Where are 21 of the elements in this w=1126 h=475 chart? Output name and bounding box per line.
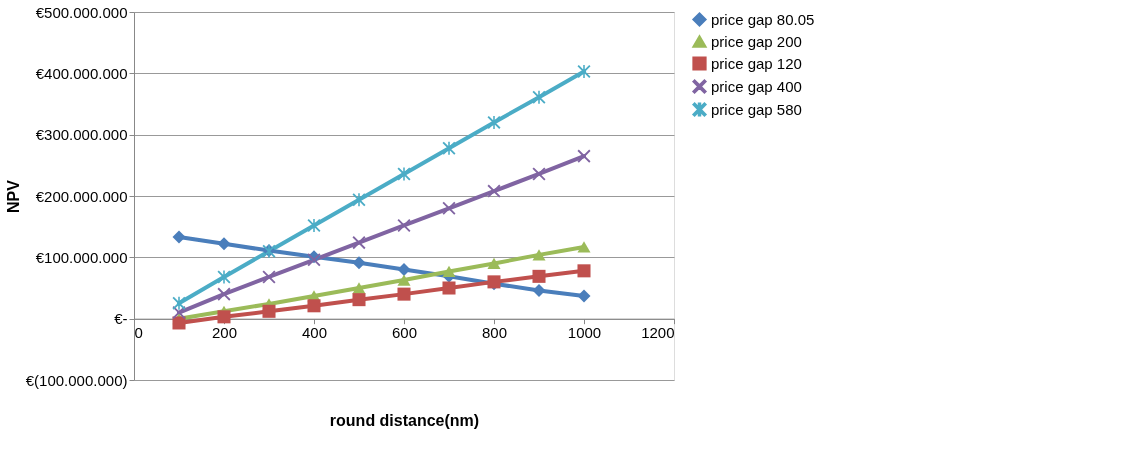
legend-label: price gap 200 [711, 32, 802, 50]
y-tick-label: €500.000.000 [35, 3, 128, 21]
x-tick-label: 200 [211, 324, 238, 342]
x-tick-label: 600 [391, 324, 418, 342]
legend-label: price gap 580 [711, 100, 802, 118]
y-axis-title: NPV [4, 179, 22, 213]
x-tick-label: 0 [134, 324, 143, 342]
x-tick-label: 800 [481, 324, 508, 342]
legend-label: price gap 80.05 [711, 10, 815, 28]
y-tick-label: €400.000.000 [35, 64, 128, 82]
x-tick-label: 1000 [567, 324, 602, 342]
y-tick-label: €200.000.000 [35, 187, 128, 205]
y-tick-label: €- [114, 310, 128, 328]
legend-label: price gap 400 [711, 77, 802, 95]
x-axis-title: round distance(nm) [329, 411, 480, 429]
y-tick-label: €100.000.000 [35, 248, 128, 266]
y-tick-label: €300.000.000 [35, 126, 128, 144]
y-tick-label: €(100.000.000) [25, 371, 128, 389]
legend-label: price gap 120 [711, 54, 802, 72]
x-tick-label: 400 [301, 324, 328, 342]
x-tick-label: 1200 [641, 324, 675, 342]
